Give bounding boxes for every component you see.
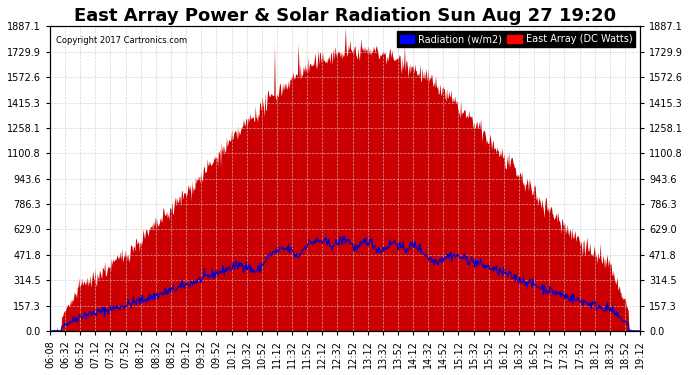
Text: Copyright 2017 Cartronics.com: Copyright 2017 Cartronics.com [56,36,187,45]
Legend: Radiation (w/m2), East Array (DC Watts): Radiation (w/m2), East Array (DC Watts) [397,32,635,47]
Title: East Array Power & Solar Radiation Sun Aug 27 19:20: East Array Power & Solar Radiation Sun A… [74,7,616,25]
